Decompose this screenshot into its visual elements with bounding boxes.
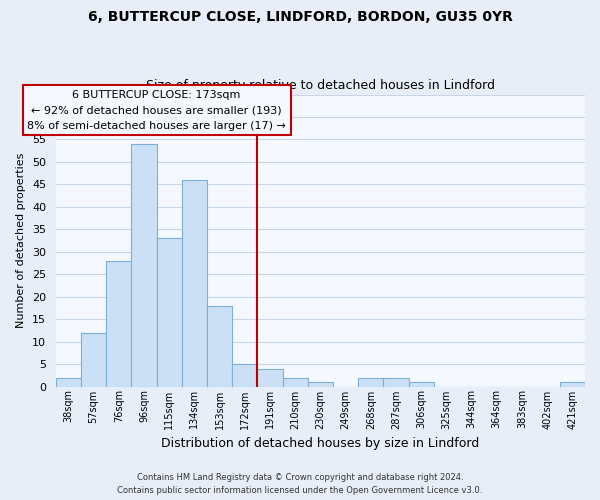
Text: 6, BUTTERCUP CLOSE, LINDFORD, BORDON, GU35 0YR: 6, BUTTERCUP CLOSE, LINDFORD, BORDON, GU… (88, 10, 512, 24)
Y-axis label: Number of detached properties: Number of detached properties (16, 153, 26, 328)
Title: Size of property relative to detached houses in Lindford: Size of property relative to detached ho… (146, 79, 495, 92)
Bar (560, 382, 585, 386)
Bar (232, 364, 257, 386)
Bar (182, 180, 207, 386)
Text: 6 BUTTERCUP CLOSE: 173sqm
← 92% of detached houses are smaller (193)
8% of semi-: 6 BUTTERCUP CLOSE: 173sqm ← 92% of detac… (27, 90, 286, 131)
Bar (81, 332, 106, 386)
Bar (106, 260, 131, 386)
Bar (409, 382, 434, 386)
X-axis label: Distribution of detached houses by size in Lindford: Distribution of detached houses by size … (161, 437, 479, 450)
Bar (308, 382, 333, 386)
Bar (358, 378, 383, 386)
Bar (383, 378, 409, 386)
Bar (257, 368, 283, 386)
Bar (56, 378, 81, 386)
Bar (131, 144, 157, 386)
Bar (207, 306, 232, 386)
Text: Contains HM Land Registry data © Crown copyright and database right 2024.
Contai: Contains HM Land Registry data © Crown c… (118, 474, 482, 495)
Bar (283, 378, 308, 386)
Bar (157, 238, 182, 386)
